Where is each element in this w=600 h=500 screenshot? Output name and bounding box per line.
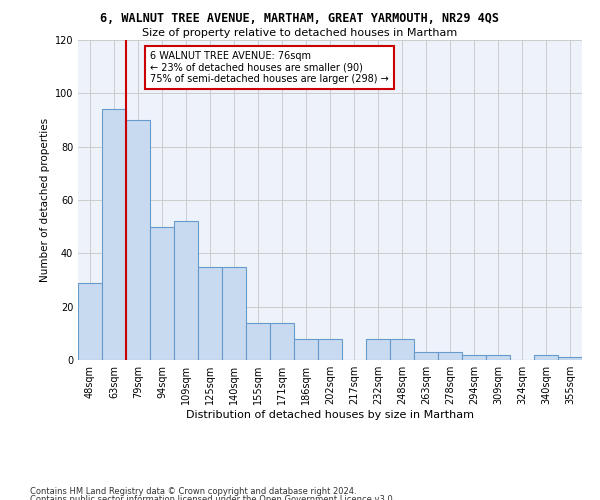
Bar <box>366 338 390 360</box>
Bar <box>198 266 222 360</box>
Bar <box>174 222 198 360</box>
Bar <box>558 358 582 360</box>
Bar <box>486 354 510 360</box>
Bar <box>294 338 318 360</box>
Bar <box>246 322 270 360</box>
Bar <box>438 352 462 360</box>
Text: Contains HM Land Registry data © Crown copyright and database right 2024.: Contains HM Land Registry data © Crown c… <box>30 488 356 496</box>
Text: 6 WALNUT TREE AVENUE: 76sqm
← 23% of detached houses are smaller (90)
75% of sem: 6 WALNUT TREE AVENUE: 76sqm ← 23% of det… <box>150 50 389 84</box>
Text: Contains public sector information licensed under the Open Government Licence v3: Contains public sector information licen… <box>30 495 395 500</box>
Bar <box>462 354 486 360</box>
Bar <box>222 266 246 360</box>
Bar <box>318 338 342 360</box>
Bar <box>534 354 558 360</box>
Bar <box>102 110 126 360</box>
X-axis label: Distribution of detached houses by size in Martham: Distribution of detached houses by size … <box>186 410 474 420</box>
Bar <box>78 282 102 360</box>
Bar <box>270 322 294 360</box>
Bar <box>126 120 150 360</box>
Text: Size of property relative to detached houses in Martham: Size of property relative to detached ho… <box>142 28 458 38</box>
Text: 6, WALNUT TREE AVENUE, MARTHAM, GREAT YARMOUTH, NR29 4QS: 6, WALNUT TREE AVENUE, MARTHAM, GREAT YA… <box>101 12 499 26</box>
Bar <box>390 338 414 360</box>
Y-axis label: Number of detached properties: Number of detached properties <box>40 118 50 282</box>
Bar <box>150 226 174 360</box>
Bar <box>414 352 438 360</box>
